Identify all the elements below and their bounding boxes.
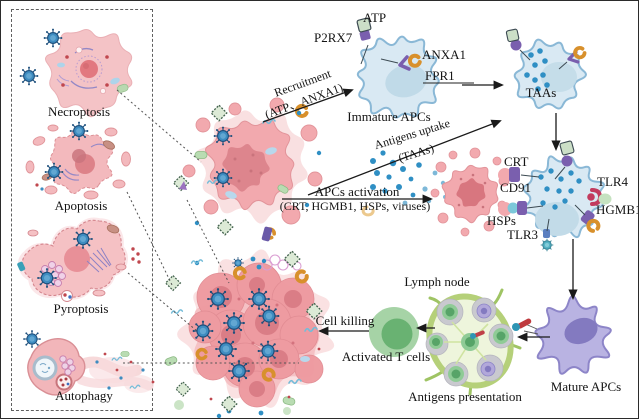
dashed-link-necroptosis — [116, 89, 202, 163]
tlr3-label: TLR3 — [507, 227, 539, 242]
cell-death-panel-box — [11, 9, 153, 411]
taas-label: TAAs — [525, 85, 557, 100]
p2rx7-label: P2RX7 — [314, 30, 353, 45]
immature-apc-cell — [356, 17, 440, 119]
tumor-cell-releasing-damps — [172, 97, 323, 242]
necroptosis-label: Necroptosis — [47, 104, 111, 119]
anxa1-label: ANXA1 — [422, 47, 467, 62]
activated-apc-cell — [498, 140, 612, 252]
hsps-label: HSPs — [487, 213, 516, 228]
activated-t-cell-illustration — [369, 307, 419, 357]
fpr1-label: FPR1 — [425, 68, 455, 83]
arrow-recruitment — [262, 88, 354, 123]
dashed-link-apoptosis-2 — [186, 199, 230, 284]
necroptosis-cell-illustration — [19, 28, 133, 118]
tumor-mass-illustration — [163, 249, 335, 418]
atp-label: ATP — [363, 10, 387, 25]
pyroptosis-label: Pyroptosis — [53, 301, 109, 316]
apcs-activation-label: APCs activation — [314, 184, 400, 199]
apoptosis-label: Apoptosis — [54, 198, 108, 213]
cell-killing-label: Cell killing — [315, 313, 375, 328]
mature-apc-label: Mature APCs — [550, 379, 622, 394]
cd91-label: CD91 — [500, 180, 532, 195]
arrow-antigens-uptake — [307, 119, 502, 196]
dashed-link-pyroptosis — [127, 272, 198, 332]
tlr4-label: TLR4 — [597, 174, 629, 189]
antigens-presentation-label: Antigens presentation — [408, 389, 522, 404]
activated-t-cells-label: Activated T cells — [341, 349, 431, 364]
pyroptosis-cell-illustration — [17, 217, 141, 302]
lymph-node-illustration — [424, 288, 522, 396]
immature-apc-label: Immature APCs — [347, 109, 431, 124]
autophagy-label: Autophagy — [55, 388, 113, 403]
apcs-activation-sublabel: (CRT, HGMB1, HSPs, viruses) — [279, 199, 431, 213]
apc-with-taas-cell — [505, 28, 588, 110]
apoptosis-cell-illustration — [25, 121, 131, 200]
lymph-node-label: Lymph node — [404, 274, 470, 289]
dashed-link-apoptosis — [126, 191, 174, 288]
released-antigens-cluster — [361, 150, 447, 217]
crt-label: CRT — [504, 154, 529, 169]
hgmb1-label: HGMB1 — [596, 202, 639, 217]
mature-apc-cell — [512, 295, 612, 375]
